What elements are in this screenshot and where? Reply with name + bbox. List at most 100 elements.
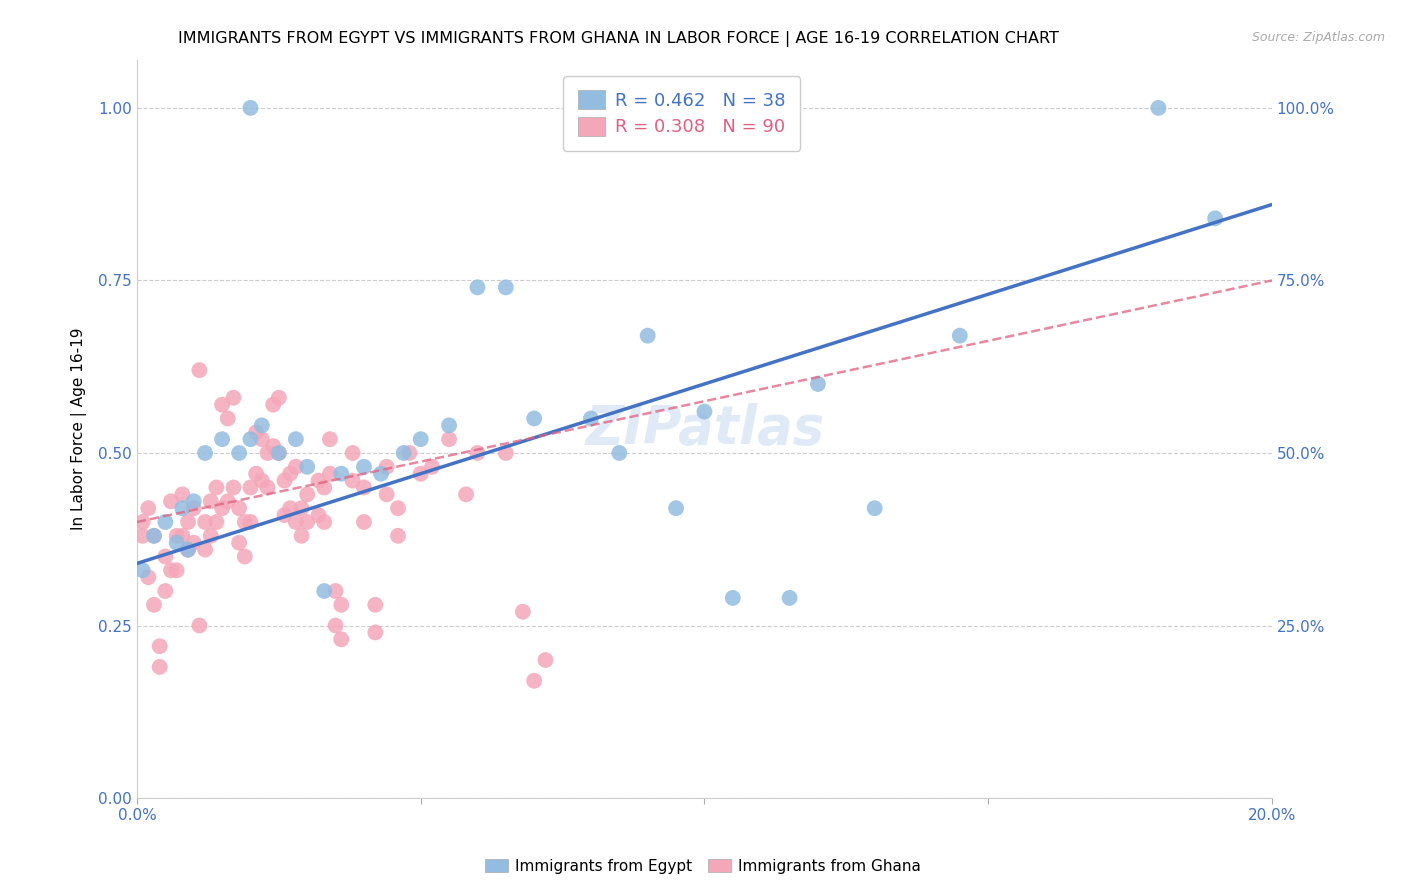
Point (177, 542, 200, 557)
Y-axis label: In Labor Force | Age 16-19: In Labor Force | Age 16-19 (72, 327, 87, 530)
Point (136, 501, 159, 516)
Point (166, 529, 188, 543)
Point (166, 563, 188, 577)
Point (314, 515, 336, 529)
Point (342, 474, 364, 488)
Point (136, 570, 159, 584)
Point (211, 398, 233, 412)
Point (807, 376, 830, 391)
Point (245, 467, 267, 481)
Point (863, 501, 886, 516)
Point (290, 529, 312, 543)
Point (512, 605, 534, 619)
Point (284, 459, 307, 474)
Point (239, 432, 262, 446)
Point (353, 481, 375, 495)
Point (278, 467, 301, 481)
Point (467, 280, 489, 294)
Text: Source: ZipAtlas.com: Source: ZipAtlas.com (1251, 31, 1385, 45)
Point (534, 653, 557, 667)
Point (143, 529, 166, 543)
Point (308, 508, 330, 522)
Point (143, 598, 166, 612)
Point (256, 446, 278, 460)
Point (228, 446, 250, 460)
Point (217, 411, 239, 425)
Point (364, 598, 387, 612)
Point (1147, 101, 1170, 115)
Point (607, 446, 630, 460)
Point (420, 459, 443, 474)
Point (949, 328, 972, 343)
Point (456, 487, 478, 501)
Point (188, 363, 211, 377)
Point (149, 660, 172, 674)
Point (370, 467, 392, 481)
Point (330, 632, 353, 647)
Point (200, 529, 222, 543)
Point (387, 501, 409, 516)
Point (211, 501, 233, 516)
Point (409, 432, 432, 446)
Point (166, 535, 188, 549)
Text: IMMIGRANTS FROM EGYPT VS IMMIGRANTS FROM GHANA IN LABOR FORCE | AGE 16-19 CORREL: IMMIGRANTS FROM EGYPT VS IMMIGRANTS FROM… (179, 31, 1059, 47)
Point (325, 618, 347, 632)
Point (325, 584, 347, 599)
Point (194, 446, 217, 460)
Point (194, 542, 217, 557)
Point (245, 425, 267, 440)
Point (131, 515, 153, 529)
Point (375, 487, 398, 501)
Point (721, 591, 744, 605)
Point (375, 459, 398, 474)
Point (330, 467, 353, 481)
Point (398, 446, 420, 460)
Point (250, 418, 273, 433)
Legend: R = 0.462   N = 38, R = 0.308   N = 90: R = 0.462 N = 38, R = 0.308 N = 90 (562, 76, 800, 151)
Point (228, 535, 250, 549)
Point (250, 474, 273, 488)
Point (523, 411, 546, 425)
Point (131, 529, 153, 543)
Point (579, 411, 602, 425)
Point (160, 563, 183, 577)
Point (149, 639, 172, 653)
Point (314, 584, 336, 599)
Point (319, 467, 342, 481)
Point (194, 515, 217, 529)
Point (353, 459, 375, 474)
Point (131, 563, 153, 577)
Point (172, 487, 194, 501)
Point (183, 501, 205, 516)
Point (183, 494, 205, 508)
Point (233, 549, 256, 564)
Point (437, 418, 460, 433)
Point (205, 481, 228, 495)
Point (256, 481, 278, 495)
Point (278, 501, 301, 516)
Point (262, 398, 284, 412)
Point (693, 404, 716, 418)
Point (409, 467, 432, 481)
Point (1204, 211, 1226, 226)
Point (239, 481, 262, 495)
Point (267, 446, 290, 460)
Point (290, 501, 312, 516)
Point (177, 542, 200, 557)
Point (392, 446, 415, 460)
Point (267, 391, 290, 405)
Point (177, 515, 200, 529)
Point (222, 391, 245, 405)
Point (495, 446, 517, 460)
Point (205, 515, 228, 529)
Point (155, 515, 177, 529)
Point (183, 535, 205, 549)
Point (143, 529, 166, 543)
Point (239, 101, 262, 115)
Point (319, 432, 342, 446)
Point (364, 625, 387, 640)
Point (228, 501, 250, 516)
Point (314, 481, 336, 495)
Point (200, 494, 222, 508)
Point (155, 584, 177, 599)
